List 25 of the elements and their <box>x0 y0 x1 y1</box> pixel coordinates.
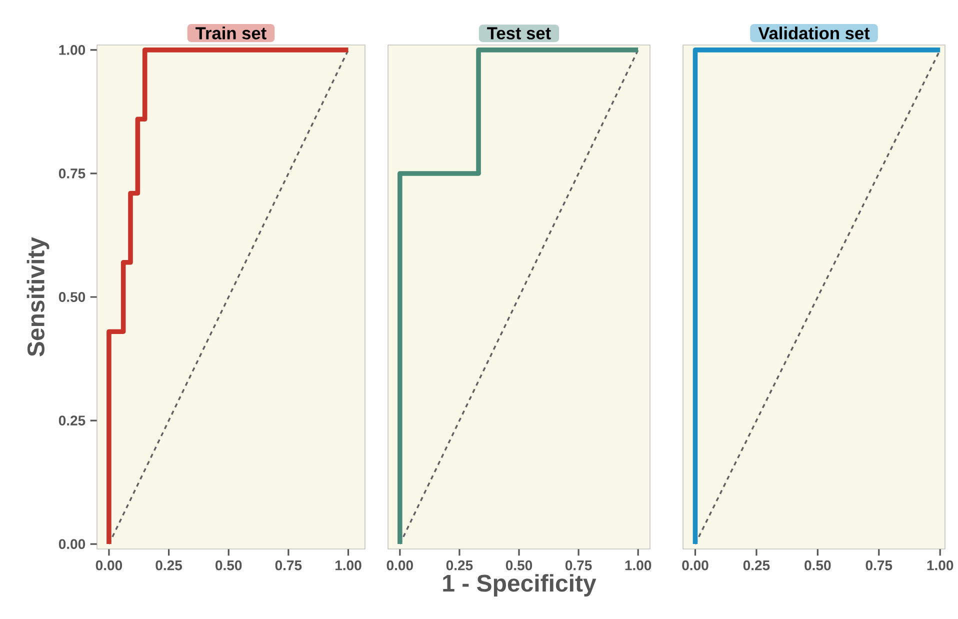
y-tick-label: 0.25 <box>58 416 86 426</box>
y-tick-label: 0.75 <box>58 168 86 178</box>
x-tick-label: 0.75 <box>565 560 592 570</box>
x-tick-label: 0.75 <box>275 560 302 570</box>
x-tick-label: 0.00 <box>682 560 708 570</box>
y-tick-label: 0.00 <box>58 539 86 550</box>
y-tick-label: 0.50 <box>58 292 86 302</box>
x-tick-label: 1.00 <box>336 560 362 570</box>
x-tick-label: 1.00 <box>927 560 954 570</box>
y-tick-label: 1.00 <box>59 44 86 55</box>
chart-title: Test set <box>487 27 551 40</box>
x-tick-label: 0.50 <box>216 560 242 570</box>
x-axis-title: 1 - Specificity <box>443 574 596 596</box>
x-tick-label: 0.50 <box>506 560 532 570</box>
x-tick-label: 0.50 <box>804 560 831 570</box>
x-tick-label: 0.25 <box>446 560 473 570</box>
x-tick-label: 0.25 <box>156 560 182 570</box>
x-tick-label: 0.75 <box>866 560 892 570</box>
chart-title: Train set <box>196 26 266 40</box>
x-tick-label: 0.00 <box>386 560 413 570</box>
x-tick-label: 0.00 <box>96 560 122 570</box>
y-axis-title: Sensitivity <box>26 237 50 356</box>
chart-title: Validation set <box>758 26 870 40</box>
x-tick-label: 1.00 <box>625 560 652 570</box>
x-tick-label: 0.25 <box>743 560 770 570</box>
